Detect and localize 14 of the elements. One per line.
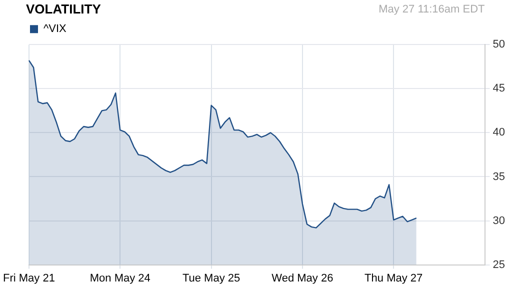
y-tick-label: 40 xyxy=(492,126,506,139)
y-tick-label: 45 xyxy=(492,82,506,95)
y-tick-label: 35 xyxy=(492,170,506,183)
y-tick-label: 25 xyxy=(492,258,506,271)
chart-title: VOLATILITY xyxy=(26,1,102,16)
x-tick-label: Fri May 21 xyxy=(2,272,55,284)
x-tick-label: Mon May 24 xyxy=(90,272,150,284)
x-tick-label: Thu May 27 xyxy=(364,272,423,284)
x-tick-label: Tue May 25 xyxy=(182,272,240,284)
y-tick-label: 50 xyxy=(492,38,506,51)
legend-label: ^VIX xyxy=(44,23,68,36)
y-tick-label: 30 xyxy=(492,214,506,227)
x-tick-label: Wed May 26 xyxy=(272,272,334,284)
text: May 27 11:16am EDT xyxy=(378,4,486,16)
